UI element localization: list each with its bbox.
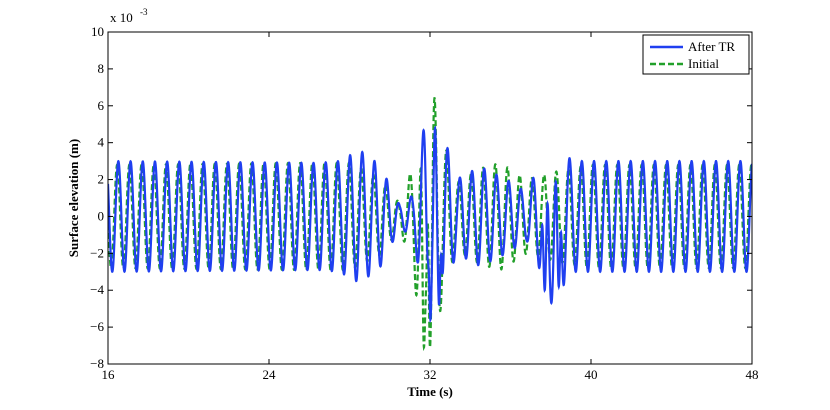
legend: After TR Initial (642, 34, 750, 75)
y-tick-label: 6 (98, 98, 105, 113)
y-tick-label: 8 (98, 61, 105, 76)
y-tick-label: 10 (91, 24, 104, 39)
legend-label-initial: Initial (688, 56, 719, 71)
y-exponent-power: -3 (140, 7, 148, 17)
y-tick-label: −6 (90, 319, 104, 334)
y-axis-label: Surface elevation (m) (66, 139, 81, 257)
x-tick-label: 48 (746, 367, 759, 382)
y-tick-label: 2 (98, 172, 105, 187)
y-tick-label: 0 (98, 208, 105, 223)
x-axis-label: Time (s) (407, 384, 453, 399)
y-tick-label: 4 (98, 135, 105, 150)
y-exponent-label: x 10 (110, 10, 133, 25)
x-tick-label: 32 (424, 367, 437, 382)
y-tick-label: −2 (90, 245, 104, 260)
x-tick-label: 24 (263, 367, 277, 382)
legend-box (642, 34, 750, 75)
y-tick-label: −4 (90, 282, 104, 297)
y-tick-label: −8 (90, 356, 104, 371)
legend-label-after-tr: After TR (688, 39, 735, 54)
x-tick-label: 40 (585, 367, 598, 382)
series-layer (108, 96, 752, 352)
series-line-after-tr (108, 125, 752, 324)
x-tick-label: 16 (102, 367, 116, 382)
